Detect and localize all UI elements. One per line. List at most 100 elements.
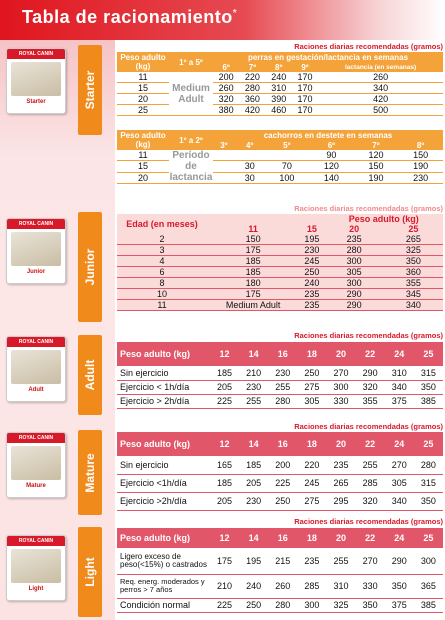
table-cell: 300 xyxy=(297,598,327,613)
table-cell: 355 xyxy=(383,277,443,289)
table-cell: 315 xyxy=(413,474,443,493)
table-cell: 190 xyxy=(398,160,443,173)
pack-label: Mature xyxy=(26,483,46,489)
table-cell: 7º xyxy=(353,140,399,150)
table-cell: 205 xyxy=(210,492,240,511)
table-cell: 225 xyxy=(210,394,240,409)
table-cell: 11 xyxy=(117,150,169,162)
table-cell: 315 xyxy=(413,366,443,381)
table-cell: 380 xyxy=(213,104,240,116)
table-cell: Medium Adult xyxy=(207,299,300,311)
col-header: Peso adulto (kg) xyxy=(117,130,169,150)
table-cell: 120 xyxy=(309,160,354,173)
table-cell: 24 xyxy=(384,432,414,456)
table-cell: 175 xyxy=(207,244,300,256)
table-cell: 275 xyxy=(297,380,327,395)
table-cell: 255 xyxy=(268,380,298,395)
table-cell: 195 xyxy=(299,234,325,245)
table-cell: 360 xyxy=(383,266,443,278)
table-cell: Ejercicio < 1h/día xyxy=(117,380,210,395)
table-cell: 170 xyxy=(291,93,319,105)
table-cell: 280 xyxy=(413,456,443,475)
table-cell: Sin ejercicio xyxy=(117,456,210,475)
lactancia-note: Período de lactancia xyxy=(169,150,213,184)
table-cell: 210 xyxy=(210,574,240,599)
table-cell: 20 xyxy=(117,93,169,105)
table-cell: 150 xyxy=(353,160,399,173)
col-header: 7º xyxy=(239,62,266,72)
table-cell: 500 xyxy=(318,104,443,116)
table-cell: 310 xyxy=(326,574,356,599)
table-cell: 205 xyxy=(210,380,240,395)
table-cell: 230 xyxy=(299,244,325,256)
tab-junior: Junior xyxy=(78,212,102,322)
table-cell: 3º xyxy=(213,140,235,150)
table-cell: 375 xyxy=(384,394,414,409)
col-header: Peso adulto (kg) xyxy=(117,52,169,72)
table-cell: 185 xyxy=(207,255,300,267)
table-cell: 280 xyxy=(268,394,298,409)
table-cell: 14 xyxy=(239,528,269,548)
pack-brand: ROYAL CANIN xyxy=(7,337,65,347)
tab-starter: Starter xyxy=(78,45,102,135)
table-cell: Ligero exceso de peso(<15%) o castrados xyxy=(117,548,210,575)
col-header: Edad (en meses) xyxy=(126,219,198,229)
table-cell: 350 xyxy=(384,574,414,599)
table-cell: 25 xyxy=(413,432,443,456)
table-cell: 320 xyxy=(355,380,385,395)
table-cell: 22 xyxy=(355,342,385,366)
table-cell: 330 xyxy=(355,574,385,599)
table-cell: 290 xyxy=(324,299,384,311)
col-header: lactancia (en semanas) xyxy=(318,62,443,72)
table-cell: 210 xyxy=(239,366,269,381)
table-cell: Ejercicio >2h/día xyxy=(117,492,210,511)
table-cell: 330 xyxy=(326,394,356,409)
table-cell: 345 xyxy=(383,288,443,300)
starter-table: Peso adulto (kg) 1º a 5º perras en gesta… xyxy=(117,52,443,116)
table-cell: 255 xyxy=(355,456,385,475)
section-header: Raciones diarias recomendadas (gramos) xyxy=(294,42,443,51)
table-cell: 175 xyxy=(210,548,240,575)
table-cell: 390 xyxy=(265,93,292,105)
table-cell: 3 xyxy=(117,244,207,256)
table-cell: 245 xyxy=(297,474,327,493)
table-cell: 180 xyxy=(207,277,300,289)
table-cell: 20 xyxy=(349,224,360,234)
adult-table: Peso adulto (kg) 12 14 16 18 20 22 24 25 Sin ej… xyxy=(117,342,443,409)
table-cell: 340 xyxy=(384,492,414,511)
table-cell: 15 xyxy=(117,82,169,94)
table-cell: 8º xyxy=(398,140,443,150)
pack-label: Light xyxy=(28,586,44,592)
tab-light: Light xyxy=(78,527,102,617)
mature-pack-image: ROYAL CANIN Mature xyxy=(6,432,66,498)
table-cell: 90 xyxy=(309,150,354,162)
table-cell: 165 xyxy=(210,456,240,475)
table-cell: 305 xyxy=(384,474,414,493)
table-cell: 290 xyxy=(355,366,385,381)
table-cell: 30 xyxy=(234,172,265,185)
table-cell: 270 xyxy=(326,366,356,381)
table-cell: 260 xyxy=(318,72,443,83)
table-cell: 240 xyxy=(239,574,269,599)
group-header: Peso adulto (kg) xyxy=(348,214,419,224)
table-cell: 25 xyxy=(117,104,169,116)
table-cell: 170 xyxy=(291,82,319,94)
table-cell: 11 xyxy=(117,299,207,311)
table-cell: Ejercicio > 2h/día xyxy=(117,394,210,409)
col-header: 1º a 5º xyxy=(169,52,213,72)
table-cell: 420 xyxy=(318,93,443,105)
table-cell: 300 xyxy=(324,255,384,267)
table-cell: 255 xyxy=(239,394,269,409)
table-cell: 140 xyxy=(309,172,354,185)
table-cell: 24 xyxy=(384,342,414,366)
table-cell: 70 xyxy=(264,160,310,173)
table-cell: 285 xyxy=(297,574,327,599)
table-cell: 6º xyxy=(309,140,354,150)
table-cell: Condición normal xyxy=(117,598,210,613)
table-cell: 305 xyxy=(324,266,384,278)
mature-table: Peso adulto (kg) 12 14 16 18 20 22 24 25 Sin ej… xyxy=(117,432,443,511)
table-cell: 340 xyxy=(384,380,414,395)
table-cell: 235 xyxy=(299,299,325,311)
table-cell: 185 xyxy=(207,266,300,278)
table-cell: 10 xyxy=(117,288,207,300)
